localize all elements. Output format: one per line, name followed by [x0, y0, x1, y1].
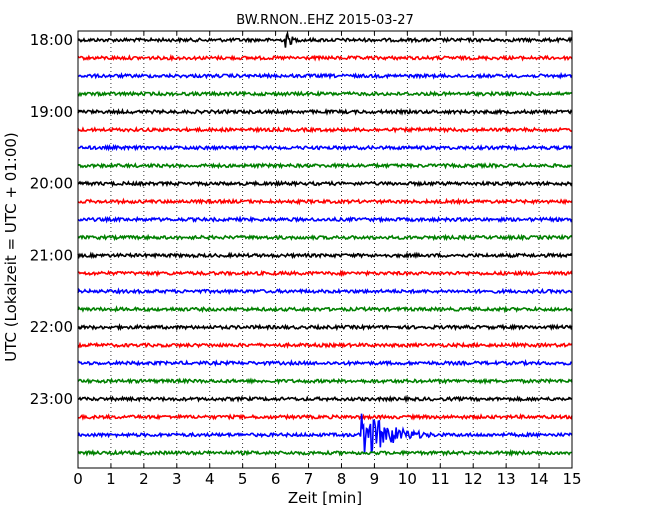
x-tick-label: 14	[530, 470, 549, 488]
y-tick-label: 21:00	[30, 246, 73, 264]
y-tick-label: 19:00	[30, 103, 73, 121]
x-tick-label: 12	[464, 470, 483, 488]
trace-line	[77, 53, 573, 62]
seismogram-traces	[77, 30, 573, 458]
y-tick-label: 20:00	[30, 175, 73, 193]
trace-line	[77, 287, 573, 296]
plot-frame	[77, 30, 573, 469]
y-tick-label: 23:00	[30, 390, 73, 408]
x-tick-label: 4	[205, 470, 215, 488]
x-tick-label: 15	[562, 470, 581, 488]
x-tick-label: 9	[370, 470, 380, 488]
y-tick-label: 18:00	[30, 31, 73, 49]
trace-line	[77, 233, 573, 242]
chart-title: BW.RNON..EHZ 2015-03-27	[236, 13, 414, 28]
trace-line	[77, 305, 573, 314]
x-tick-label: 0	[73, 470, 83, 488]
x-axis-label: Zeit [min]	[288, 489, 362, 507]
trace-line	[77, 89, 573, 98]
x-tick-label: 1	[106, 470, 116, 488]
trace-line	[77, 269, 573, 278]
x-axis-ticks: 0 1 2 3 4 5 6 7 8 9 10 11 12 13 14 15	[73, 31, 582, 488]
trace-line	[77, 197, 573, 206]
trace-line	[77, 161, 573, 170]
trace-line	[77, 71, 573, 80]
trace-line	[77, 215, 573, 224]
vertical-grid	[110, 31, 540, 468]
x-tick-label: 2	[139, 470, 149, 488]
x-tick-label: 3	[172, 470, 182, 488]
y-tick-label: 22:00	[30, 318, 73, 336]
x-tick-label: 13	[497, 470, 516, 488]
x-tick-label: 7	[304, 470, 314, 488]
trace-line	[77, 323, 573, 332]
x-tick-label: 5	[238, 470, 248, 488]
x-tick-label: 11	[431, 470, 450, 488]
y-axis-ticks: 18:00 19:00 20:00 21:00 22:00 23:00	[30, 31, 572, 408]
x-tick-label: 6	[271, 470, 281, 488]
trace-line	[77, 126, 573, 134]
trace-line	[77, 30, 573, 48]
trace-line	[77, 413, 573, 421]
trace-line	[77, 413, 573, 454]
x-tick-label: 10	[398, 470, 417, 488]
trace-line	[77, 448, 573, 458]
trace-line	[77, 251, 573, 260]
trace-line	[77, 143, 573, 152]
trace-line	[77, 377, 573, 386]
y-axis-label: UTC (Lokalzeit = UTC + 01:00)	[2, 132, 20, 362]
trace-line	[77, 179, 573, 188]
trace-line	[77, 358, 573, 367]
trace-line	[77, 341, 573, 350]
trace-line	[77, 394, 573, 404]
trace-line	[77, 107, 573, 116]
x-tick-label: 8	[337, 470, 347, 488]
